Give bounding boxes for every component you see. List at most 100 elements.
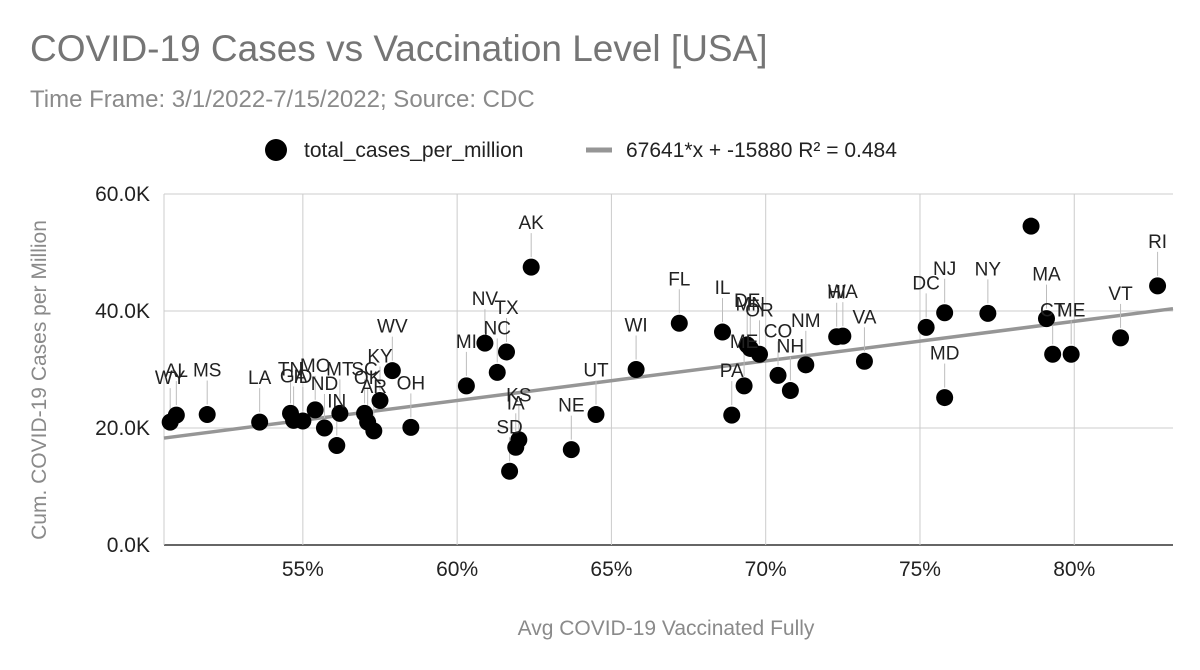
y-axis-title: Cum. COVID-19 Cases per Million (28, 220, 51, 540)
data-point (781, 382, 799, 400)
x-tick-label: 80% (1053, 558, 1095, 581)
point-label: WV (377, 317, 408, 338)
point-label: ND (311, 374, 338, 395)
data-point (979, 304, 997, 322)
x-tick-label: 75% (899, 558, 941, 581)
x-tick-label: 60% (436, 558, 478, 581)
data-point (498, 343, 516, 361)
data-point (1149, 277, 1167, 295)
point-label: TX (494, 298, 519, 319)
x-tick-label: 65% (590, 558, 632, 581)
y-tick-label: 20.0K (95, 417, 150, 440)
point-label: LA (248, 368, 272, 389)
data-point (328, 437, 346, 455)
data-point (501, 462, 519, 480)
data-point (723, 406, 741, 424)
point-label: NM (791, 311, 821, 332)
point-label: MI (456, 332, 477, 353)
x-tick-label: 70% (745, 558, 787, 581)
point-label: OK (354, 368, 382, 389)
data-point (936, 304, 954, 322)
point-label: DC (912, 273, 939, 294)
data-point (294, 412, 312, 430)
point-label: MS (193, 361, 222, 382)
point-label: WY (155, 368, 186, 389)
point-label: WA (828, 282, 858, 303)
point-label: OH (397, 373, 426, 394)
legend: total_cases_per_million 67641*x + -15880… (265, 139, 897, 162)
point-label: SD (496, 417, 522, 438)
y-tick-label: 0.0K (107, 534, 150, 557)
data-point (1022, 217, 1040, 235)
data-point (1112, 329, 1130, 347)
point-label: ID (293, 367, 312, 388)
point-label: SC (351, 359, 377, 380)
data-point (522, 258, 540, 276)
data-point (251, 413, 269, 431)
point-label: PA (720, 361, 744, 382)
point-label: UT (583, 361, 609, 382)
legend-marker-icon (265, 139, 287, 161)
point-label: OR (745, 300, 774, 321)
legend-trendline-label: 67641*x + -15880 R² = 0.484 (626, 139, 897, 162)
x-axis-title: Avg COVID-19 Vaccinated Fully (518, 617, 815, 640)
data-point (365, 422, 383, 440)
data-point (713, 323, 731, 341)
data-point (1037, 310, 1055, 328)
point-label: MA (1032, 265, 1061, 286)
data-point (476, 334, 494, 352)
point-label: CO (764, 321, 793, 342)
point-label: KS (506, 386, 531, 407)
point-label: NV (472, 289, 499, 310)
data-point (917, 318, 935, 336)
data-point (402, 418, 420, 436)
data-point (670, 314, 688, 332)
point-label: RI (1148, 232, 1167, 253)
data-point (735, 377, 753, 395)
point-label: HI (827, 283, 846, 304)
chart-title: COVID-19 Cases vs Vaccination Level [USA… (30, 28, 768, 69)
data-point (371, 392, 389, 410)
data-point (587, 406, 605, 424)
data-point (198, 406, 216, 424)
x-tick-label: 55% (282, 558, 324, 581)
point-label: MN (735, 294, 765, 315)
data-point (562, 441, 580, 459)
data-points (161, 217, 1167, 480)
point-label: AR (361, 377, 387, 398)
point-label: MD (930, 344, 960, 365)
point-label: IA (507, 393, 525, 414)
data-point (855, 352, 873, 370)
point-label: IL (715, 278, 731, 299)
point-label: KY (367, 347, 393, 368)
point-label: ME (730, 332, 759, 353)
data-point (167, 406, 185, 424)
data-point (769, 366, 787, 384)
y-tick-label: 60.0K (95, 183, 150, 206)
label-leader-lines (169, 233, 1159, 462)
data-point (331, 404, 349, 422)
point-label: DE (734, 291, 760, 312)
chart-subtitle: Time Frame: 3/1/2022-7/15/2022; Source: … (30, 86, 535, 113)
y-tick-label: 40.0K (95, 300, 150, 323)
data-point (306, 401, 324, 419)
point-label: NC (484, 318, 511, 339)
point-label: NH (777, 337, 804, 358)
point-label: VA (852, 307, 876, 328)
point-label: MO (300, 356, 331, 377)
data-point (457, 377, 475, 395)
point-label: NJ (933, 259, 956, 280)
data-point (1044, 345, 1062, 363)
point-label: VT (1108, 284, 1133, 305)
point-label: AL (165, 361, 188, 382)
legend-series-label: total_cases_per_million (304, 139, 523, 162)
point-label: CT (1040, 300, 1066, 321)
data-point (383, 362, 401, 380)
gridlines (163, 193, 1173, 546)
point-label: GA (280, 366, 308, 387)
point-label: AK (519, 213, 545, 234)
data-point (936, 389, 954, 407)
axis-ticks: 0.0K 20.0K 40.0K 60.0K 55% 60% 65% 70% 75% 80% (95, 183, 1095, 581)
data-point (834, 327, 852, 345)
